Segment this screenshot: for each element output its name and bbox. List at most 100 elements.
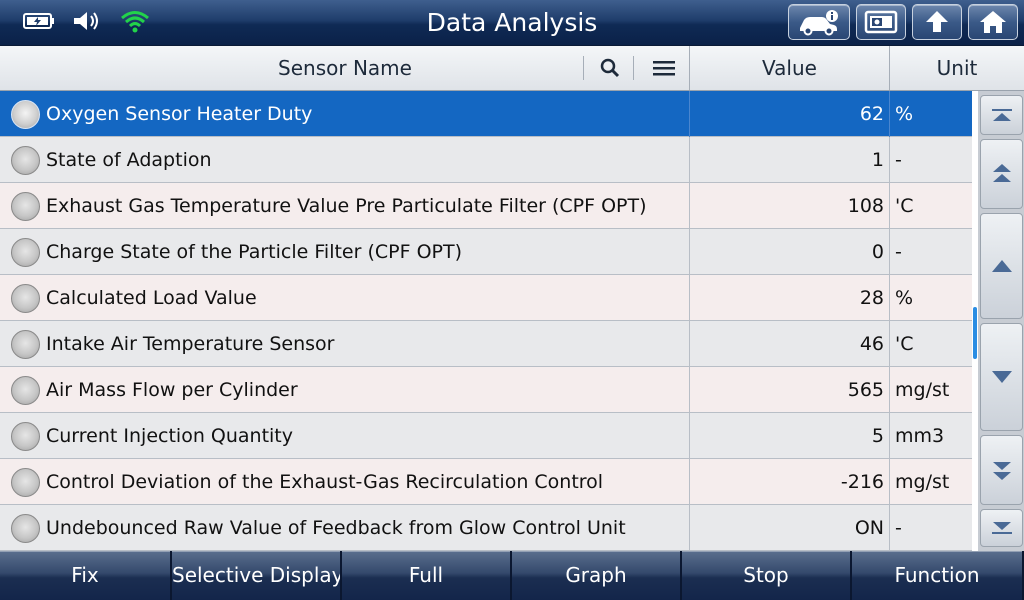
value-header: Value [762,56,817,80]
column-divider [889,91,890,137]
graph-button[interactable]: Graph [512,551,682,600]
page-down-icon [992,462,1011,480]
column-divider [689,505,690,551]
header-divider [689,46,690,90]
column-divider [889,459,890,505]
column-divider [889,229,890,275]
column-divider [889,137,890,183]
table-row[interactable]: Calculated Load Value 28% [0,275,972,321]
full-button[interactable]: Full [342,551,512,600]
sensor-value: 28 [859,287,884,309]
table-row[interactable]: Charge State of the Particle Filter (CPF… [0,229,972,275]
page-down-button[interactable] [980,435,1023,505]
scroll-down-icon [991,371,1012,383]
vehicle-info-icon [800,10,838,36]
sensor-value: 108 [847,195,884,217]
row-radio-button[interactable] [11,284,40,313]
menu-icon[interactable] [651,55,677,81]
sensor-name: Control Deviation of the Exhaust-Gas Rec… [46,471,604,493]
row-radio-button[interactable] [11,514,40,543]
wifi-icon [118,8,152,34]
header-divider [583,56,584,80]
column-divider [689,229,690,275]
top-toolbar [788,4,1018,40]
sensor-value: 46 [859,333,884,355]
back-up-icon [926,11,948,32]
scrollbar-thumb[interactable] [973,307,977,359]
table-row[interactable]: Exhaust Gas Temperature Value Pre Partic… [0,183,972,229]
scroll-down-button[interactable] [980,323,1023,431]
row-radio-button[interactable] [11,192,40,221]
sensor-name: Air Mass Flow per Cylinder [46,379,298,401]
column-divider [689,367,690,413]
table-row[interactable]: Current Injection Quantity 5 mm3 [0,413,972,459]
row-radio-button[interactable] [11,376,40,405]
screenshot-icon [864,10,898,34]
column-divider [889,321,890,367]
column-divider [889,505,890,551]
scroll-top-button[interactable] [980,95,1023,135]
fix-button[interactable]: Fix [0,551,172,600]
selective-display-button[interactable]: Selective Display [172,551,342,600]
battery-icon [22,8,56,34]
bottom-toolbar: Fix Selective Display Full Graph Stop Functio… [0,551,1024,600]
table-row[interactable]: State of Adaption 1- [0,137,972,183]
page-up-button[interactable] [980,139,1023,209]
column-divider [689,275,690,321]
sensor-value: 1 [871,149,884,171]
table-row[interactable]: Oxygen Sensor Heater Duty 62% [0,91,972,137]
row-radio-button[interactable] [11,330,40,359]
column-divider [889,275,890,321]
unit-header: Unit [936,56,978,80]
row-radio-button[interactable] [11,100,40,129]
back-up-button[interactable] [912,4,962,40]
function-button[interactable]: Function [852,551,1024,600]
column-divider [689,459,690,505]
scroll-panel [978,91,1024,551]
sensor-table: Oxygen Sensor Heater Duty 62% State of Ada… [0,91,972,551]
row-radio-button[interactable] [11,238,40,267]
column-divider [689,91,690,137]
sensor-value: 62 [859,103,884,125]
row-radio-button[interactable] [11,468,40,497]
speaker-icon [70,8,104,34]
sensor-unit: % [895,103,914,125]
table-row[interactable]: Intake Air Temperature Sensor 46 'C [0,321,972,367]
sensor-name-header[interactable]: Sensor Name [278,56,412,80]
stop-button[interactable]: Stop [682,551,852,600]
table-header: Sensor Name Value Unit [0,46,1024,91]
sensor-unit: mg/st [895,379,950,401]
home-icon [980,11,1006,33]
scroll-up-icon [991,260,1012,272]
sensor-unit: - [895,241,902,263]
sensor-name: Current Injection Quantity [46,425,293,447]
table-row[interactable]: Control Deviation of the Exhaust-Gas Rec… [0,459,972,505]
page-up-icon [992,164,1011,182]
sensor-name: Undebounced Raw Value of Feedback from G… [46,517,626,539]
sensor-name: Exhaust Gas Temperature Value Pre Partic… [46,195,647,217]
home-button[interactable] [968,4,1018,40]
sensor-name: Intake Air Temperature Sensor [46,333,335,355]
column-divider [689,183,690,229]
sensor-unit: mm3 [895,425,945,447]
sensor-value: 565 [847,379,884,401]
header-divider [889,46,890,90]
sensor-name: Oxygen Sensor Heater Duty [46,103,313,125]
column-divider [689,321,690,367]
sensor-unit: - [895,517,902,539]
row-radio-button[interactable] [11,422,40,451]
search-icon[interactable] [597,55,623,81]
sensor-unit: % [895,287,914,309]
table-row[interactable]: Undebounced Raw Value of Feedback from G… [0,505,972,551]
status-icons [22,8,152,34]
screenshot-button[interactable] [856,4,906,40]
sensor-unit: mg/st [895,471,950,493]
vehicle-info-button[interactable] [788,4,850,40]
scroll-up-button[interactable] [980,213,1023,319]
sensor-unit: - [895,149,902,171]
table-row[interactable]: Air Mass Flow per Cylinder 565 mg/st [0,367,972,413]
title-bar: Data Analysis [0,0,1024,46]
sensor-name: Calculated Load Value [46,287,257,309]
scroll-bottom-button[interactable] [980,509,1023,547]
row-radio-button[interactable] [11,146,40,175]
